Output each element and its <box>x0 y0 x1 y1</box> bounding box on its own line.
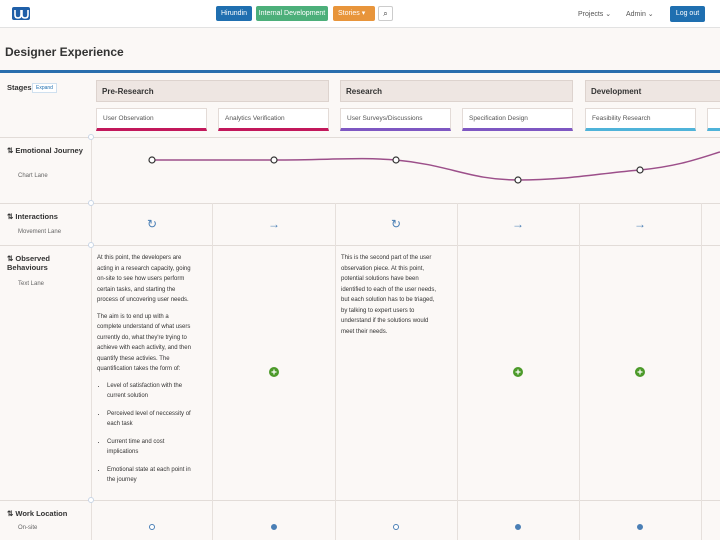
bullet-list: Level of satisfaction with the current s… <box>97 381 193 486</box>
bullet: Emotional state at each point in the jou… <box>107 465 193 486</box>
lane-anchors <box>88 134 94 503</box>
lane-subtitle: Chart Lane <box>18 173 48 179</box>
svg-text:→: → <box>512 217 524 231</box>
lane-title-text: Work Location <box>15 509 68 518</box>
svg-text:→: → <box>268 217 280 231</box>
column-divider <box>457 203 458 540</box>
divider <box>0 70 720 73</box>
lane-subtitle: On-site <box>18 525 38 531</box>
column-divider <box>335 203 336 540</box>
svg-text:↻: ↻ <box>391 217 401 231</box>
substage: Feasibility Research <box>585 108 696 131</box>
substage: User Surveys/Discussions <box>340 108 451 131</box>
tag-label: Stories <box>338 10 360 17</box>
substage: Analytics Verification <box>218 108 329 131</box>
svg-text:→: → <box>634 217 646 231</box>
tag-dropdown[interactable]: Stories ▾ <box>333 6 375 21</box>
lane-divider <box>0 137 720 138</box>
stage: Research <box>340 80 573 102</box>
column-divider <box>91 137 92 540</box>
expand-button[interactable]: Expand <box>32 83 57 93</box>
column-divider <box>579 203 580 540</box>
observation-text: This is the second part of the user obse… <box>341 253 437 343</box>
emotion-points <box>148 156 644 184</box>
page-title: Designer Experience <box>5 45 124 59</box>
projects-menu[interactable]: Projects ⌄ <box>578 11 612 18</box>
movement-icons: ↻ → ↻ → → <box>147 217 646 231</box>
substage: Specification Design <box>462 108 573 131</box>
tag[interactable]: Hirundin <box>216 6 252 21</box>
search-button[interactable]: ⌕ <box>378 6 393 21</box>
paragraph: This is the second part of the user obse… <box>341 255 437 335</box>
lane-divider <box>0 245 720 246</box>
substage-partial <box>707 108 720 131</box>
lane-subtitle: Movement Lane <box>18 229 62 235</box>
paragraph: At this point, the developers are acting… <box>97 255 191 303</box>
paragraph: The aim is to end up with a complete und… <box>97 313 191 373</box>
add-buttons[interactable] <box>269 367 645 377</box>
tag[interactable]: Internal Development <box>256 6 328 21</box>
lane-title-text: Interactions <box>15 212 58 221</box>
lane-divider <box>0 500 720 501</box>
bullet: Current time and cost implications <box>107 437 193 458</box>
stage: Development <box>585 80 720 102</box>
top-nav: Hirundin Internal Development Stories ▾ … <box>0 0 720 28</box>
link: Admin <box>626 11 646 18</box>
column-divider <box>212 203 213 540</box>
lane-title: ⇅ Work Location <box>7 509 68 518</box>
column-divider <box>701 203 702 540</box>
lane-title: ⇅ Emotional Journey <box>7 146 83 155</box>
lane-title: ⇅ Interactions <box>7 212 58 221</box>
link: Projects <box>578 11 604 18</box>
lane-divider <box>0 203 720 204</box>
lane-title-text: Emotional Journey <box>15 146 83 155</box>
logout-button[interactable]: Log out <box>670 6 705 22</box>
substage: User Observation <box>96 108 207 131</box>
svg-text:↻: ↻ <box>147 217 157 231</box>
stage: Pre-Research <box>96 80 329 102</box>
observation-text: At this point, the developers are acting… <box>97 253 193 493</box>
location-dots <box>149 524 643 530</box>
lane-subtitle: Text Lane <box>18 281 45 287</box>
lane-title-text: Observed Behaviours <box>7 254 50 272</box>
stages-label: Stages <box>7 83 32 92</box>
emotion-curve <box>152 151 720 181</box>
logo[interactable] <box>12 7 30 20</box>
admin-menu[interactable]: Admin ⌄ <box>626 11 654 18</box>
bullet: Level of satisfaction with the current s… <box>107 381 193 402</box>
lane-title: ⇅ Observed Behaviours <box>7 254 50 272</box>
bullet: Perceived level of neccessity of each ta… <box>107 409 193 430</box>
